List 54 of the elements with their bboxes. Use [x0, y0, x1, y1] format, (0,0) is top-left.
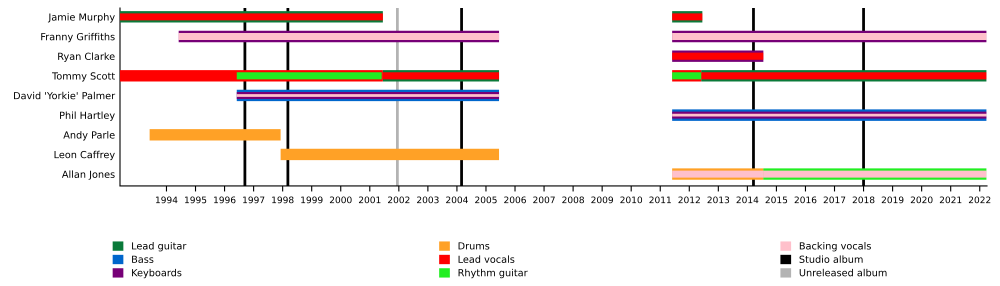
x-tick-label: 1999 [301, 196, 323, 204]
x-tick-label: 1994 [156, 196, 178, 204]
legend-label: Lead vocals [458, 255, 514, 263]
legend-label: Studio album [800, 255, 863, 263]
x-tick-label: 2013 [708, 196, 730, 204]
bar [672, 52, 764, 60]
x-tick-label: 2011 [649, 196, 671, 204]
legend-label: Bass [132, 256, 154, 263]
legend-label: Rhythm guitar [458, 268, 528, 278]
y-tick-label: Jamie Murphy [48, 13, 115, 23]
bar [280, 148, 500, 160]
x-tick-label: 1998 [272, 196, 294, 204]
x-tick-label: 2009 [591, 196, 614, 204]
legend-label: Lead guitar [132, 242, 186, 252]
bar [672, 72, 702, 80]
x-tick-label: 2015 [766, 196, 788, 204]
x-tick-label: 2020 [910, 196, 933, 204]
bar [701, 72, 986, 80]
legend-label: Keyboards [132, 268, 182, 278]
legend-label: Backing vocals [800, 242, 871, 252]
legend-label: Unreleased album [800, 268, 887, 276]
x-tick-label: 2019 [882, 196, 904, 204]
x-tick-label: 2006 [504, 196, 526, 204]
x-tick-label: 2021 [940, 196, 962, 204]
x-tick-label: 2017 [824, 196, 846, 204]
y-tick-label: Ryan Clarke [58, 52, 115, 62]
bar [150, 129, 281, 140]
x-tick-label: 2003 [417, 196, 439, 204]
x-tick-label: 1996 [214, 196, 236, 204]
y-tick-label: Allan Jones [62, 170, 115, 180]
y-tick-label: Phil Hartley [60, 111, 115, 121]
y-tick-label: David 'Yorkie' Palmer [14, 92, 116, 100]
y-tick-label: Andy Parle [63, 131, 115, 141]
x-tick-label: 2022 [968, 196, 990, 204]
y-tick-label: Franny Griffiths [41, 32, 115, 42]
x-tick-label: 2008 [562, 196, 584, 204]
x-tick-label: 2014 [736, 196, 758, 204]
x-tick-label: 2010 [620, 196, 642, 204]
x-tick-label: 2016 [794, 196, 816, 204]
bar [120, 13, 383, 20]
x-tick-label: 1997 [243, 196, 264, 204]
x-tick-label: 2007 [533, 196, 555, 204]
x-tick-label: 2002 [388, 196, 410, 204]
x-tick-label: 1995 [185, 196, 206, 204]
x-tick-label: 2018 [852, 196, 874, 204]
x-tick-label: 2005 [475, 196, 497, 204]
x-tick-label: 2004 [446, 196, 468, 204]
x-tick-label: 2000 [330, 196, 352, 204]
legend-label: Drums [458, 242, 490, 250]
x-tick-label: 2001 [358, 196, 380, 204]
bar [672, 13, 702, 20]
y-tick-label: Tommy Scott [52, 72, 115, 82]
x-tick-label: 2012 [678, 196, 700, 204]
y-tick-label: Leon Caffrey [54, 150, 115, 160]
